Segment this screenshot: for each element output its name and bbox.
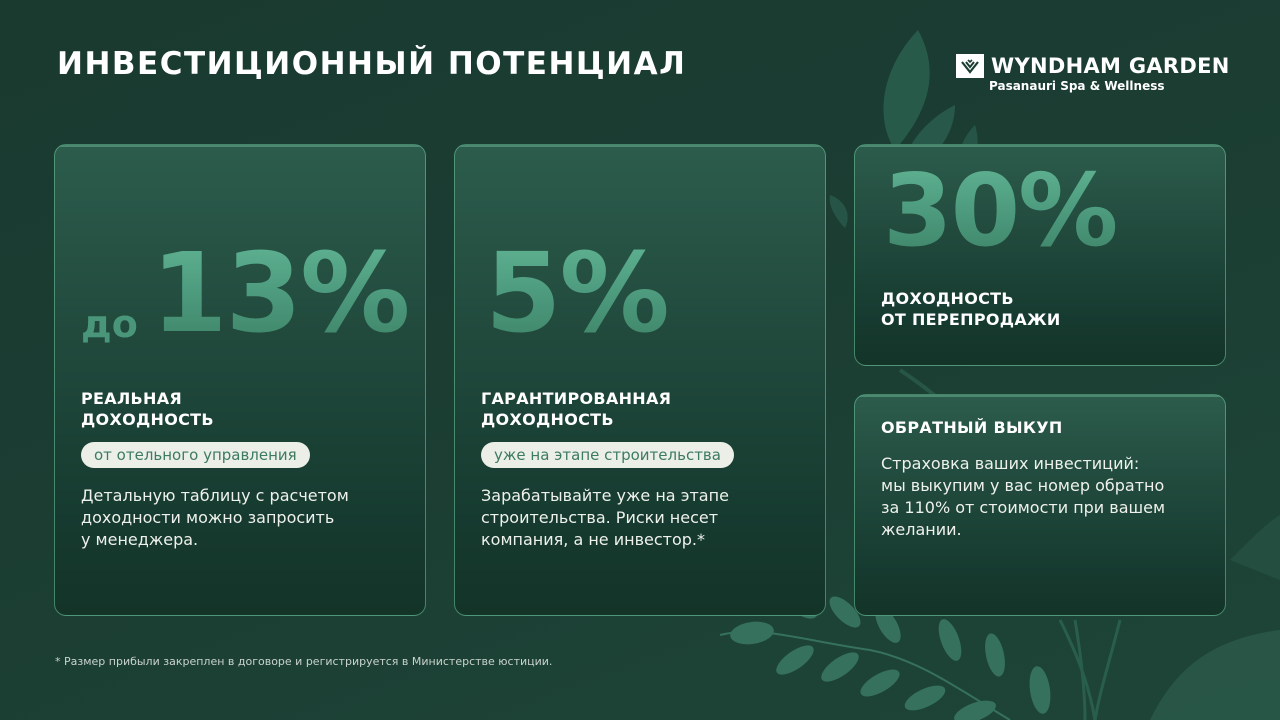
card-heading: ДОХОДНОСТЬ ОТ ПЕРЕПРОДАЖИ [881, 288, 1061, 330]
body-line: за 110% от стоимости при вашем [881, 498, 1166, 517]
card-description: Зарабатывайте уже на этапе строительства… [481, 485, 729, 551]
body-line: мы выкупим у вас номер обратно [881, 476, 1165, 495]
wyndham-flower-icon [956, 54, 984, 78]
value-prefix: до [81, 302, 138, 346]
card-guaranteed-yield: 5% ГАРАНТИРОВАННАЯ ДОХОДНОСТЬ уже на эта… [454, 144, 826, 616]
tag-pill: уже на этапе строительства [481, 442, 734, 468]
yield-value: 5% [485, 229, 670, 357]
card-description: Детальную таблицу с расчетом доходности … [81, 485, 349, 551]
brand-logo: WYNDHAM GARDEN Pasanauri Spa & Wellness [956, 54, 1230, 93]
card-buyback: ОБРАТНЫЙ ВЫКУП Страховка ваших инвестици… [854, 394, 1226, 616]
body-line: Страховка ваших инвестиций: [881, 454, 1140, 473]
heading-line: ДОХОДНОСТЬ [881, 289, 1014, 308]
heading-line: ДОХОДНОСТЬ [81, 410, 214, 429]
card-heading: ГАРАНТИРОВАННАЯ ДОХОДНОСТЬ [481, 388, 671, 430]
body-line: желании. [881, 520, 962, 539]
card-resale-yield: 30% ДОХОДНОСТЬ ОТ ПЕРЕПРОДАЖИ [854, 144, 1226, 366]
body-line: доходности можно запросить [81, 508, 335, 527]
body-line: компания, а не инвестор.* [481, 530, 706, 549]
heading-line: ГАРАНТИРОВАННАЯ [481, 389, 672, 408]
card-heading: ОБРАТНЫЙ ВЫКУП [881, 418, 1063, 437]
heading-line: ОТ ПЕРЕПРОДАЖИ [881, 310, 1061, 329]
heading-line: РЕАЛЬНАЯ [81, 389, 183, 408]
card-description: Страховка ваших инвестиций: мы выкупим у… [881, 453, 1165, 541]
yield-value: 30% [883, 152, 1118, 269]
footnote: * Размер прибыли закреплен в договоре и … [55, 655, 553, 668]
body-line: Детальную таблицу с расчетом [81, 486, 349, 505]
card-heading: РЕАЛЬНАЯ ДОХОДНОСТЬ [81, 388, 214, 430]
body-line: у менеджера. [81, 530, 199, 549]
body-line: Зарабатывайте уже на этапе [481, 486, 729, 505]
brand-name: WYNDHAM GARDEN [991, 54, 1230, 78]
brand-subtitle: Pasanauri Spa & Wellness [989, 79, 1165, 93]
body-line: строительства. Риски несет [481, 508, 719, 527]
heading-line: ДОХОДНОСТЬ [481, 410, 614, 429]
yield-value: 13% [151, 229, 410, 357]
tag-pill: от отельного управления [81, 442, 310, 468]
card-real-yield: до 13% РЕАЛЬНАЯ ДОХОДНОСТЬ от отельного … [54, 144, 426, 616]
page-title: ИНВЕСТИЦИОННЫЙ ПОТЕНЦИАЛ [57, 46, 687, 82]
